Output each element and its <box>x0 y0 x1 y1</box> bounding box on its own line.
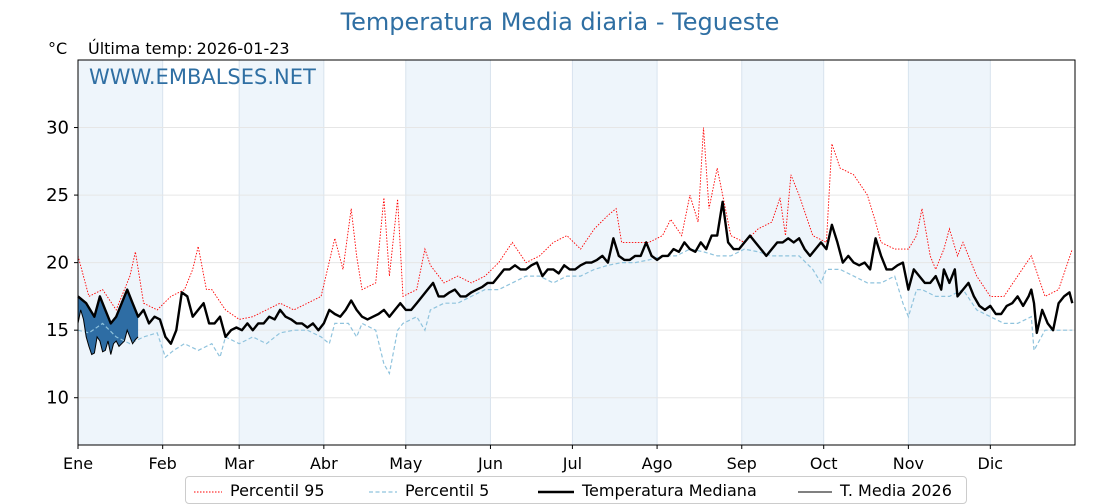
watermark: WWW.EMBALSES.NET <box>89 65 316 89</box>
series-line-p95 <box>77 127 1073 320</box>
month-gridlines <box>77 60 991 445</box>
legend-item-median: Temperatura Mediana <box>538 481 757 500</box>
x-axis-ticks: Ene Feb Mar Abr May Jun Jul Ago Sep Oct Nov Dic <box>63 445 1003 473</box>
series-line-p5 <box>77 248 1073 376</box>
month-bands <box>78 60 991 445</box>
chart-legend: Percentil 95 Percentil 5 Temperatura Med… <box>185 476 967 504</box>
x-tick-label: Oct <box>810 454 838 473</box>
y-tick-label: 20 <box>46 253 69 274</box>
legend-item-p5: Percentil 5 <box>369 481 489 500</box>
x-tick-label: Ene <box>63 454 93 473</box>
series-line-median <box>77 200 1074 345</box>
y-tick-label: 25 <box>46 185 69 206</box>
chart-title: Temperatura Media diaria - Tegueste <box>340 8 780 36</box>
legend-label-median: Temperatura Mediana <box>582 481 757 500</box>
x-tick-label: Ago <box>642 454 673 473</box>
x-tick-label: Feb <box>149 454 177 473</box>
legend-swatch-p95 <box>194 491 222 492</box>
month-band <box>78 60 163 445</box>
y-tick-label: 30 <box>46 118 69 139</box>
legend-item-p95: Percentil 95 <box>194 481 325 500</box>
y-axis-unit: °C <box>48 39 68 58</box>
legend-swatch-current <box>798 491 832 492</box>
y-tick-label: 10 <box>46 388 69 409</box>
legend-swatch-median <box>538 490 574 493</box>
month-band <box>572 60 658 445</box>
legend-swatch-p5 <box>369 490 397 493</box>
x-tick-label: May <box>389 454 422 473</box>
y-axis-ticks: 10 15 20 25 30 <box>46 118 78 409</box>
y-gridlines <box>78 127 1075 399</box>
last-temp-label: Última temp: <box>88 39 193 58</box>
x-tick-label: Dic <box>978 454 1004 473</box>
month-band <box>239 60 324 445</box>
month-band <box>405 60 491 445</box>
last-temp-info: Última temp: 2026-01-23 <box>84 39 290 58</box>
month-band <box>741 60 824 445</box>
legend-label-current: T. Media 2026 <box>840 481 952 500</box>
x-tick-label: Mar <box>224 454 255 473</box>
legend-item-current: T. Media 2026 <box>798 481 952 500</box>
last-temp-date: 2026-01-23 <box>196 39 290 58</box>
x-tick-label: Jul <box>562 454 582 473</box>
x-tick-label: Sep <box>727 454 757 473</box>
legend-label-p95: Percentil 95 <box>230 481 325 500</box>
legend-label-p5: Percentil 5 <box>405 481 490 500</box>
series-line-current <box>77 309 139 356</box>
plot-frame <box>77 59 1076 446</box>
series-layer <box>77 127 1074 376</box>
current-year-fill <box>78 289 139 355</box>
x-tick-label: Nov <box>893 454 924 473</box>
month-band <box>908 60 991 445</box>
x-tick-label: Abr <box>310 454 338 473</box>
y-tick-label: 15 <box>46 320 69 341</box>
x-tick-label: Jun <box>477 454 503 473</box>
